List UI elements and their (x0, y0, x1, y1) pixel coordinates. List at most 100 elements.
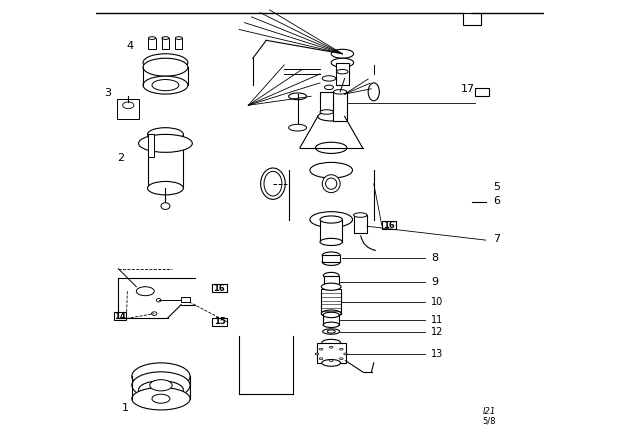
Ellipse shape (337, 69, 348, 74)
Ellipse shape (147, 128, 184, 141)
Ellipse shape (289, 93, 307, 100)
Ellipse shape (340, 358, 343, 360)
Ellipse shape (320, 216, 342, 223)
Text: 11: 11 (431, 315, 444, 325)
Ellipse shape (316, 142, 347, 153)
Ellipse shape (323, 258, 340, 265)
Bar (175, 38, 182, 49)
Text: 5: 5 (493, 182, 500, 192)
Ellipse shape (353, 213, 367, 217)
Ellipse shape (326, 178, 337, 189)
Bar (148, 38, 156, 49)
Ellipse shape (132, 372, 190, 399)
Text: 4: 4 (126, 41, 133, 51)
Bar (212, 284, 227, 292)
Ellipse shape (323, 272, 339, 279)
Ellipse shape (333, 90, 347, 94)
Ellipse shape (321, 310, 341, 317)
Bar (323, 255, 340, 262)
Ellipse shape (310, 212, 353, 228)
Text: 13: 13 (431, 349, 444, 359)
Text: 17: 17 (461, 84, 475, 94)
Text: 16: 16 (383, 221, 395, 230)
Ellipse shape (340, 348, 343, 350)
Text: 15: 15 (214, 317, 225, 326)
Ellipse shape (320, 110, 333, 114)
Ellipse shape (330, 346, 333, 348)
Text: 12: 12 (431, 327, 444, 336)
Bar (324, 276, 339, 287)
Text: 7: 7 (493, 234, 500, 244)
Ellipse shape (330, 360, 333, 362)
Text: I21: I21 (483, 407, 496, 416)
Text: 2: 2 (117, 153, 124, 163)
Bar (353, 215, 367, 233)
Bar (382, 221, 396, 229)
Ellipse shape (323, 322, 339, 327)
Bar (148, 134, 184, 188)
Ellipse shape (123, 102, 134, 109)
Ellipse shape (323, 329, 340, 334)
Ellipse shape (161, 203, 170, 210)
Bar (463, 13, 481, 25)
Ellipse shape (319, 348, 323, 350)
Bar (162, 38, 169, 49)
Text: 8: 8 (431, 253, 438, 263)
Ellipse shape (150, 380, 172, 391)
Ellipse shape (327, 330, 335, 333)
Ellipse shape (139, 381, 184, 399)
Ellipse shape (324, 85, 333, 90)
Ellipse shape (310, 162, 353, 178)
Ellipse shape (332, 58, 354, 67)
Text: 14: 14 (115, 312, 126, 321)
Text: 10: 10 (431, 297, 444, 307)
Text: 5/8: 5/8 (483, 416, 496, 425)
Ellipse shape (322, 340, 340, 346)
Ellipse shape (319, 358, 323, 360)
Ellipse shape (344, 353, 348, 355)
Ellipse shape (264, 171, 282, 196)
Ellipse shape (260, 168, 285, 199)
Ellipse shape (162, 37, 169, 39)
Text: 16: 16 (213, 284, 225, 293)
Ellipse shape (143, 58, 188, 76)
Ellipse shape (323, 175, 340, 193)
Ellipse shape (323, 252, 340, 259)
Ellipse shape (139, 134, 192, 152)
Text: 9: 9 (431, 277, 438, 287)
Bar (212, 318, 227, 326)
Ellipse shape (332, 49, 354, 58)
Ellipse shape (368, 83, 380, 101)
Bar (336, 63, 349, 85)
Ellipse shape (321, 283, 341, 290)
Bar (148, 134, 154, 157)
Bar (320, 92, 333, 110)
Ellipse shape (152, 394, 170, 403)
Bar (321, 289, 341, 314)
Ellipse shape (289, 125, 307, 131)
Bar (114, 312, 127, 320)
Bar (181, 297, 190, 302)
Bar (475, 88, 490, 96)
Text: 3: 3 (104, 88, 111, 98)
Text: 6: 6 (493, 196, 500, 206)
Ellipse shape (147, 181, 184, 195)
Text: 1: 1 (122, 403, 129, 413)
Ellipse shape (132, 363, 190, 390)
Ellipse shape (175, 37, 182, 39)
Bar (317, 343, 346, 363)
Bar (323, 315, 339, 325)
Ellipse shape (320, 238, 342, 246)
Ellipse shape (152, 80, 179, 91)
Ellipse shape (136, 287, 154, 296)
Bar (320, 220, 342, 242)
Ellipse shape (143, 54, 188, 72)
Ellipse shape (148, 37, 156, 39)
Ellipse shape (315, 353, 319, 355)
Ellipse shape (323, 76, 336, 81)
Ellipse shape (323, 284, 339, 289)
Ellipse shape (318, 112, 345, 121)
Bar (117, 99, 140, 119)
Bar (333, 92, 347, 121)
Ellipse shape (132, 388, 190, 410)
